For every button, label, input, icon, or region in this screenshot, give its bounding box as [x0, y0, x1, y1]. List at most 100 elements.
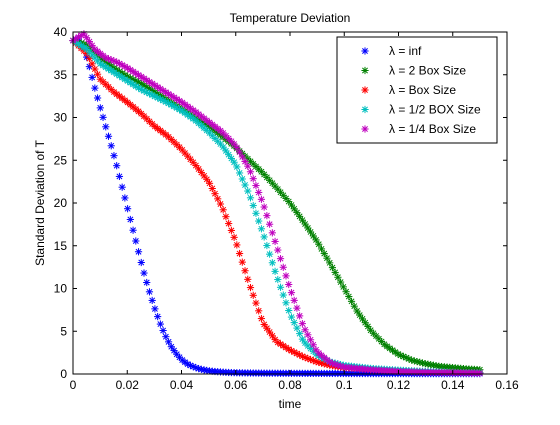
data-point [266, 328, 274, 336]
data-point [151, 305, 159, 313]
data-point [293, 324, 301, 332]
data-point [296, 330, 304, 338]
data-point [148, 296, 156, 305]
y-tick-label: 40 [54, 25, 68, 39]
data-point [115, 172, 124, 181]
data-point [279, 263, 287, 271]
data-point [225, 151, 233, 159]
data-point [121, 194, 129, 202]
data-point [285, 280, 293, 289]
data-point [306, 228, 315, 236]
legend-marker [361, 47, 369, 55]
data-point [132, 237, 140, 245]
data-point [241, 157, 249, 166]
data-point [129, 226, 137, 234]
data-point [203, 175, 211, 183]
data-point [104, 132, 113, 140]
x-tick-label: 0.16 [495, 378, 519, 392]
data-point [263, 324, 271, 332]
legend-label: λ = 1/4 Box Size [389, 122, 476, 136]
data-point [244, 187, 252, 195]
data-point [175, 97, 184, 105]
data-point [276, 283, 285, 291]
legend-label: λ = Box Size [389, 83, 456, 97]
data-point [285, 306, 293, 315]
data-point [124, 205, 132, 213]
data-point [252, 181, 260, 190]
legend-label: λ = 1/2 BOX Size [389, 103, 481, 117]
y-tick-label: 10 [54, 282, 68, 296]
data-point [93, 94, 102, 102]
data-point [156, 320, 164, 328]
legend-entries: λ = inf λ = 2 Box Size λ = Box Size λ = 1/2… [361, 44, 481, 136]
data-point [238, 175, 246, 183]
data-point [301, 220, 309, 228]
data-point [85, 37, 93, 46]
x-tick-label: 0.1 [336, 378, 353, 392]
data-point [197, 168, 205, 177]
x-tick-label: 0.06 [224, 378, 248, 392]
data-point [99, 113, 107, 121]
legend-marker [361, 86, 369, 94]
x-tick-label: 0.02 [116, 378, 140, 392]
data-point [476, 369, 484, 377]
data-point [143, 278, 151, 287]
data-point [266, 220, 274, 228]
data-point [134, 248, 143, 256]
data-point [358, 315, 367, 323]
data-point [246, 194, 255, 202]
y-axis-label: Standard Deviation of T [33, 139, 47, 266]
data-point [241, 181, 249, 189]
data-point [189, 158, 197, 166]
data-point [361, 319, 369, 327]
legend-entry: λ = Box Size [361, 83, 456, 97]
data-point [124, 77, 132, 85]
legend-entry: λ = 1/2 BOX Size [361, 103, 481, 117]
data-point [296, 212, 304, 220]
data-point [293, 208, 301, 217]
data-point [353, 307, 361, 315]
y-tick-label: 25 [54, 153, 68, 167]
data-point [159, 326, 167, 335]
data-point [252, 299, 260, 307]
data-point [364, 322, 372, 331]
data-point [162, 333, 170, 341]
data-point [88, 41, 96, 50]
data-point [252, 209, 260, 217]
data-point [96, 104, 104, 112]
data-point [118, 183, 126, 191]
data-point [140, 269, 148, 277]
data-point [235, 169, 244, 177]
data-point [255, 307, 263, 315]
data-point [170, 346, 178, 355]
data-point [107, 142, 115, 150]
data-point [205, 179, 214, 187]
data-point [356, 311, 364, 319]
data-point [246, 168, 255, 176]
x-ticks: 0 0.02 0.04 0.06 0.08 0.1 0.12 0.14 0.16 [70, 32, 519, 392]
data-point [290, 318, 298, 327]
data-point [274, 275, 282, 284]
data-point [263, 241, 271, 250]
data-point [282, 299, 290, 307]
data-point [309, 232, 317, 240]
data-point [233, 241, 241, 249]
series-4 [69, 36, 484, 377]
y-tick-label: 15 [54, 239, 68, 253]
data-point [315, 240, 323, 248]
data-point [222, 213, 230, 221]
data-point [320, 249, 328, 258]
data-point [268, 259, 276, 267]
x-tick-label: 0.12 [387, 378, 411, 392]
data-point [334, 273, 342, 281]
data-point [216, 200, 225, 208]
data-point [222, 147, 230, 155]
data-point [298, 216, 306, 224]
legend-label: λ = inf [389, 44, 422, 58]
data-point [230, 140, 238, 148]
data-point [219, 206, 227, 214]
x-tick-label: 0.14 [441, 378, 465, 392]
data-point [260, 233, 268, 241]
